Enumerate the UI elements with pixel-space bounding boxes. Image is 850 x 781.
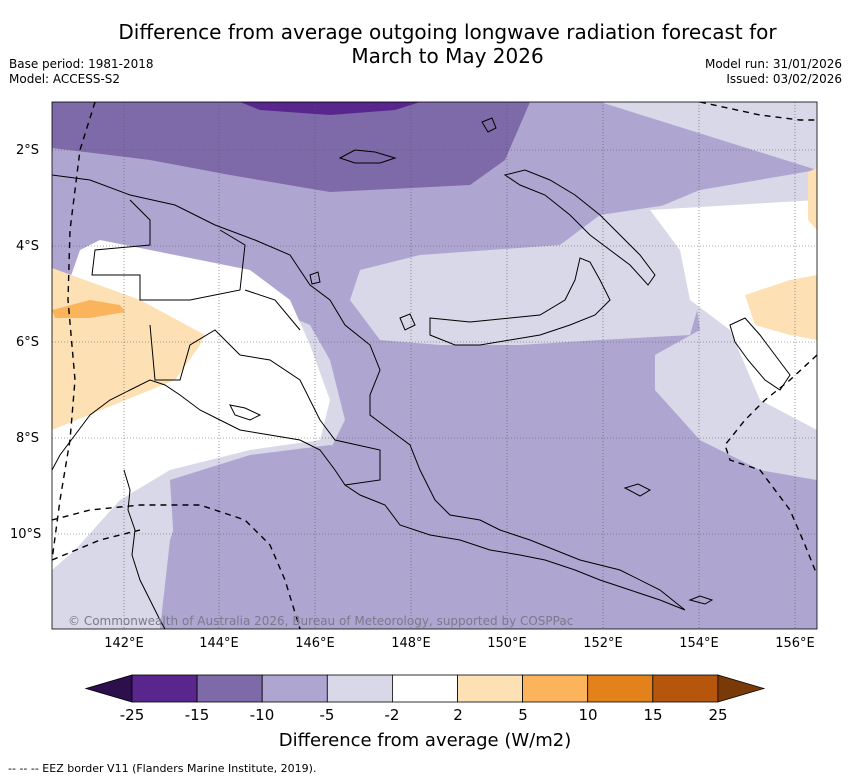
colorbar-tick-label: -5 <box>319 706 335 724</box>
issued-date: Issued: 03/02/2026 <box>726 72 842 86</box>
colorbar-tick-label: 5 <box>518 706 528 724</box>
bougainville-coast <box>729 317 791 391</box>
coastlines <box>52 117 791 629</box>
map-frame <box>51 101 818 630</box>
model-name: Model: ACCESS-S2 <box>9 72 121 86</box>
lat-label-10s: 10°S <box>10 527 42 542</box>
meta-right: Model run: 31/01/2026 Issued: 03/02/2026 <box>705 57 842 87</box>
colorbar-tick-label: -15 <box>184 706 210 724</box>
title-line-1: Difference from average outgoing longwav… <box>118 20 777 44</box>
lon-label-142e: 142°E <box>104 636 144 651</box>
colorbar-bin <box>326 674 393 703</box>
anomaly-field-positive-core <box>52 300 125 318</box>
anomaly-field-negative-north <box>52 102 530 192</box>
colorbar-tick-label: 10 <box>578 706 598 724</box>
colorbar-tick-label: -2 <box>384 706 400 724</box>
anomaly-field-positive-east <box>745 275 817 340</box>
eez-borders <box>52 102 817 629</box>
colorbar-tick-label: -10 <box>249 706 275 724</box>
anomaly-field-negative-strong <box>240 102 420 115</box>
colorbar-bin <box>196 674 263 703</box>
lat-label-6s: 6°S <box>16 335 40 350</box>
province-borders <box>91 199 381 486</box>
anomaly-field-pale-southwest <box>170 445 480 629</box>
colorbar-tick-label: 2 <box>453 706 463 724</box>
copyright-credit: © Commonwealth of Australia 2026, Bureau… <box>68 614 574 628</box>
colorbar-tick-label: 15 <box>643 706 663 724</box>
colorbar-tick-label: 25 <box>708 706 728 724</box>
cape-york-coast <box>123 469 166 629</box>
colorbar-arrow-low <box>84 674 133 703</box>
meta-left: Base period: 1981-2018 Model: ACCESS-S2 <box>9 57 154 87</box>
base-period: Base period: 1981-2018 <box>9 57 154 71</box>
lon-label-146e: 146°E <box>295 636 335 651</box>
lat-label-4s: 4°S <box>16 239 40 254</box>
new-britain-coast <box>429 257 611 346</box>
anomaly-field-positive-northeast <box>808 168 817 230</box>
lon-label-148e: 148°E <box>391 636 431 651</box>
anomaly-field-pale-centre <box>350 200 700 345</box>
colorbar-bin <box>457 674 523 703</box>
lon-label-150e: 150°E <box>487 636 527 651</box>
lon-label-144e: 144°E <box>199 636 239 651</box>
lon-label-154e: 154°E <box>679 636 719 651</box>
colorbar-bin <box>652 674 719 703</box>
colorbar-arrow-high <box>717 674 766 703</box>
small-islands <box>229 117 497 421</box>
colorbar-bin <box>131 674 198 703</box>
lat-label-8s: 8°S <box>16 431 40 446</box>
colorbar-bin <box>391 674 458 703</box>
graticule <box>52 102 817 629</box>
new-ireland-coast <box>503 169 656 286</box>
colorbar-bin <box>587 674 654 703</box>
new-guinea-coast <box>52 174 686 611</box>
louisiade-coast <box>623 483 714 605</box>
colorbar-title: Difference from average (W/m2) <box>278 730 572 751</box>
title-line-2: March to May 2026 <box>351 44 544 68</box>
lon-label-156e: 156°E <box>775 636 815 651</box>
model-run: Model run: 31/01/2026 <box>704 57 842 71</box>
lat-label-2s: 2°S <box>16 143 40 158</box>
colorbar-tick-label: -25 <box>119 706 145 724</box>
lon-label-152e: 152°E <box>583 636 623 651</box>
chart-title: Difference from average outgoing longwav… <box>60 20 835 68</box>
eez-footnote: -- -- -- EEZ border V11 (Flanders Marine… <box>8 762 317 775</box>
anomaly-field-neutral-east <box>650 200 817 430</box>
colorbar-bin <box>522 674 589 703</box>
manus-coast <box>338 149 397 164</box>
colorbar-bin <box>261 674 328 703</box>
colorbar <box>84 674 766 703</box>
